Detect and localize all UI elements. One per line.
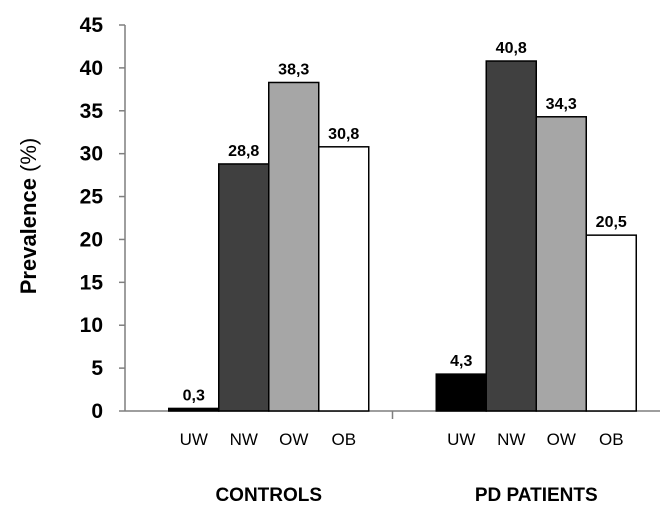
data-label: 20,5: [596, 214, 627, 231]
x-group-label: CONTROLS: [215, 485, 322, 506]
y-tick-label: 15: [80, 271, 104, 294]
y-tick-label: 35: [80, 100, 104, 123]
y-tick-label: 10: [80, 314, 103, 337]
x-category-label: OB: [331, 430, 356, 449]
x-category-label: OW: [547, 430, 576, 449]
bar-pd-patients-nw: [485, 60, 537, 412]
bar-controls-ob: [318, 146, 370, 412]
x-category-label: UW: [180, 430, 208, 449]
x-category-label: UW: [447, 430, 475, 449]
y-tick-label: 40: [80, 57, 103, 80]
data-label: 30,8: [328, 126, 359, 143]
x-category-label: OW: [279, 430, 308, 449]
x-category-label: NW: [230, 430, 258, 449]
bar-pd-patients-uw: [435, 373, 487, 412]
y-tick-label: 25: [80, 186, 104, 209]
data-label: 4,3: [450, 353, 472, 370]
y-axis-label: Prevalence (%): [16, 138, 41, 295]
y-tick-label: 30: [80, 143, 103, 166]
bar-pd-patients-ob: [585, 234, 637, 412]
x-category-label: NW: [497, 430, 525, 449]
y-tick-label: 5: [91, 357, 103, 380]
bar-controls-uw: [168, 407, 220, 412]
y-tick-label: 0: [91, 400, 103, 423]
bar-controls-nw: [218, 163, 270, 412]
x-category-label: OB: [599, 430, 624, 449]
labels: 0 5 10 15 20 25 30 35 40 45 0,3 UW 28,8 NW 38,3 OW 30,8 O…: [80, 14, 627, 506]
data-label: 0,3: [183, 387, 205, 404]
y-tick-label: 20: [80, 228, 103, 251]
bar-controls-ow: [268, 81, 320, 412]
data-label: 38,3: [278, 61, 309, 78]
bars: [168, 60, 637, 412]
data-label: 40,8: [496, 40, 527, 57]
bar-pd-patients-ow: [535, 116, 587, 412]
x-group-label: PD PATIENTS: [475, 485, 598, 506]
y-tick-label: 45: [80, 14, 104, 37]
data-label: 34,3: [546, 96, 577, 113]
data-label: 28,8: [228, 143, 259, 160]
